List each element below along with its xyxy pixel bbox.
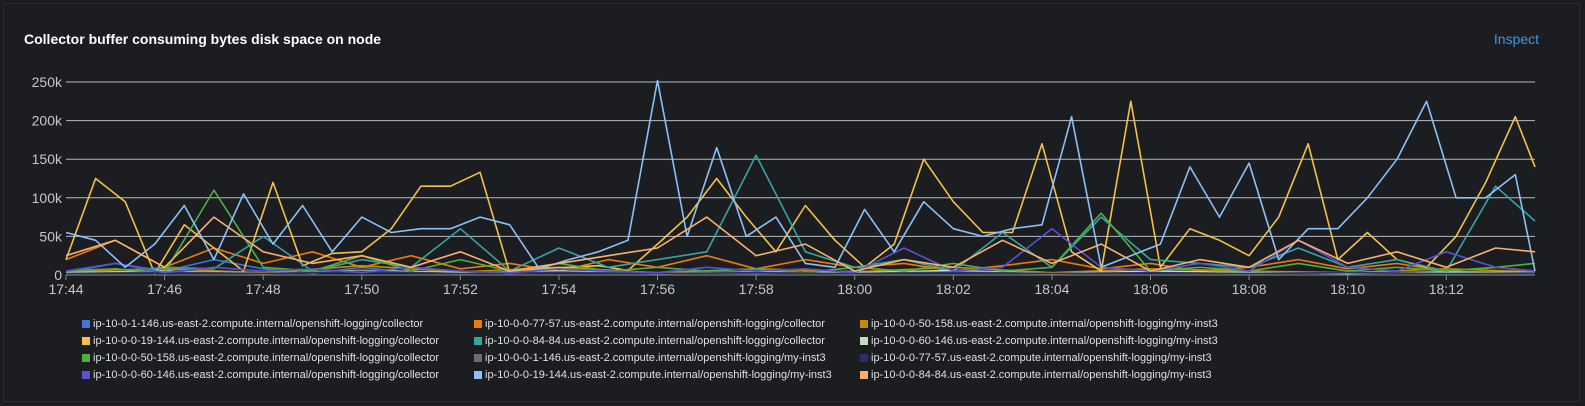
y-tick-label: 100k: [32, 190, 63, 206]
legend-item[interactable]: ip-10-0-0-19-144.us-east-2.compute.inter…: [82, 334, 474, 347]
y-tick-label: 250k: [32, 74, 63, 90]
legend-label: ip-10-0-0-84-84.us-east-2.compute.intern…: [871, 368, 1212, 381]
x-tick-label: 17:46: [147, 281, 182, 297]
x-tick-label: 18:10: [1330, 281, 1365, 297]
chart-grid: [66, 81, 1535, 276]
legend-item[interactable]: ip-10-0-0-50-158.us-east-2.compute.inter…: [860, 317, 1252, 330]
x-tick-label: 18:02: [936, 281, 971, 297]
x-tick-label: 17:52: [443, 281, 478, 297]
y-tick-label: 50k: [39, 228, 63, 244]
series-lines: [65, 79, 1536, 275]
legend-swatch: [860, 319, 868, 328]
legend-swatch: [474, 319, 482, 328]
legend-label: ip-10-0-0-77-57.us-east-2.compute.intern…: [871, 351, 1212, 364]
y-tick-label: 0: [54, 267, 62, 283]
series-line-8[interactable]: [65, 271, 1535, 275]
legend-label: ip-10-0-0-1-146.us-east-2.compute.intern…: [485, 351, 826, 364]
x-tick-label: 18:08: [1232, 281, 1267, 297]
series-line-3[interactable]: [65, 100, 1536, 275]
x-tick-label: 17:58: [739, 281, 774, 297]
x-tick-label: 17:44: [48, 281, 83, 297]
legend-swatch: [82, 319, 90, 328]
legend-item[interactable]: ip-10-0-0-77-57.us-east-2.compute.intern…: [860, 351, 1252, 364]
legend-item[interactable]: ip-10-0-0-60-146.us-east-2.compute.inter…: [82, 368, 474, 381]
legend-label: ip-10-0-0-19-144.us-east-2.compute.inter…: [485, 368, 832, 381]
legend-label: ip-10-0-0-77-57.us-east-2.compute.intern…: [485, 317, 825, 330]
legend-swatch: [82, 370, 90, 379]
x-tick-label: 17:48: [246, 281, 281, 297]
y-tick-label: 200k: [32, 113, 63, 129]
legend-label: ip-10-0-0-84-84.us-east-2.compute.intern…: [485, 334, 825, 347]
line-chart[interactable]: 0 50k 100k 150k 200k 250k 17:44 17:46 17:48 17:5…: [0, 0, 1585, 310]
legend-item[interactable]: ip-10-0-0-77-57.us-east-2.compute.intern…: [474, 317, 860, 330]
legend-swatch: [474, 336, 482, 345]
legend-swatch: [860, 353, 868, 362]
x-tick-label: 18:06: [1133, 281, 1168, 297]
x-tick-label: 17:50: [344, 281, 379, 297]
inspect-link[interactable]: Inspect: [1493, 31, 1539, 47]
y-axis: 0 50k 100k 150k 200k 250k: [32, 74, 63, 283]
legend-label: ip-10-0-0-19-144.us-east-2.compute.inter…: [93, 334, 440, 347]
legend-swatch: [82, 336, 90, 345]
x-tick-label: 18:04: [1034, 281, 1069, 297]
x-tick-label: 17:54: [541, 281, 576, 297]
legend-item[interactable]: ip-10-0-0-19-144.us-east-2.compute.inter…: [474, 368, 860, 381]
series-line-1[interactable]: [65, 239, 1536, 272]
y-tick-label: 150k: [32, 151, 63, 167]
x-tick-label: 18:00: [837, 281, 872, 297]
legend-item[interactable]: ip-10-0-0-60-146.us-east-2.compute.inter…: [860, 334, 1252, 347]
legend-swatch: [474, 370, 482, 379]
legend-item[interactable]: ip-10-0-0-50-158.us-east-2.compute.inter…: [82, 351, 474, 364]
series-line-10[interactable]: [65, 79, 1536, 272]
legend-item[interactable]: ip-10-0-0-84-84.us-east-2.compute.intern…: [860, 368, 1252, 381]
legend-swatch: [82, 353, 90, 362]
legend-swatch: [860, 370, 868, 379]
legend-swatch: [860, 336, 868, 345]
legend-label: ip-10-0-0-50-158.us-east-2.compute.inter…: [93, 351, 440, 364]
panel-title: Collector buffer consuming bytes disk sp…: [24, 31, 382, 47]
legend-label: ip-10-0-0-60-146.us-east-2.compute.inter…: [93, 368, 440, 381]
legend-item[interactable]: ip-10-0-0-1-146.us-east-2.compute.intern…: [474, 351, 860, 364]
legend-label: ip-10-0-1-146.us-east-2.compute.internal…: [93, 317, 424, 330]
legend-label: ip-10-0-0-50-158.us-east-2.compute.inter…: [871, 317, 1218, 330]
legend-item[interactable]: ip-10-0-0-84-84.us-east-2.compute.intern…: [474, 334, 860, 347]
x-axis: 17:44 17:46 17:48 17:50 17:52 17:54 17:56 17:58…: [48, 275, 1464, 297]
legend-label: ip-10-0-0-60-146.us-east-2.compute.inter…: [871, 334, 1218, 347]
legend-item[interactable]: ip-10-0-1-146.us-east-2.compute.internal…: [82, 317, 474, 330]
x-tick-label: 17:56: [640, 281, 675, 297]
series-line-11[interactable]: [65, 216, 1536, 272]
x-tick-label: 18:12: [1429, 281, 1464, 297]
legend-swatch: [474, 353, 482, 362]
chart-legend: ip-10-0-1-146.us-east-2.compute.internal…: [82, 317, 1282, 381]
